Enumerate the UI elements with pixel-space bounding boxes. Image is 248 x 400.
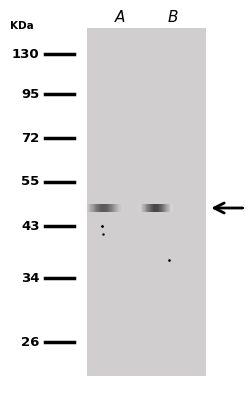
Text: 130: 130: [12, 48, 40, 60]
Text: 95: 95: [21, 88, 40, 100]
Text: A: A: [115, 10, 125, 26]
Text: KDa: KDa: [10, 21, 34, 31]
Text: 72: 72: [21, 132, 40, 144]
Text: 43: 43: [21, 220, 40, 232]
Text: 55: 55: [21, 176, 40, 188]
Text: 26: 26: [21, 336, 40, 348]
Text: 34: 34: [21, 272, 40, 284]
Bar: [87, 28, 206, 376]
Text: B: B: [167, 10, 178, 26]
